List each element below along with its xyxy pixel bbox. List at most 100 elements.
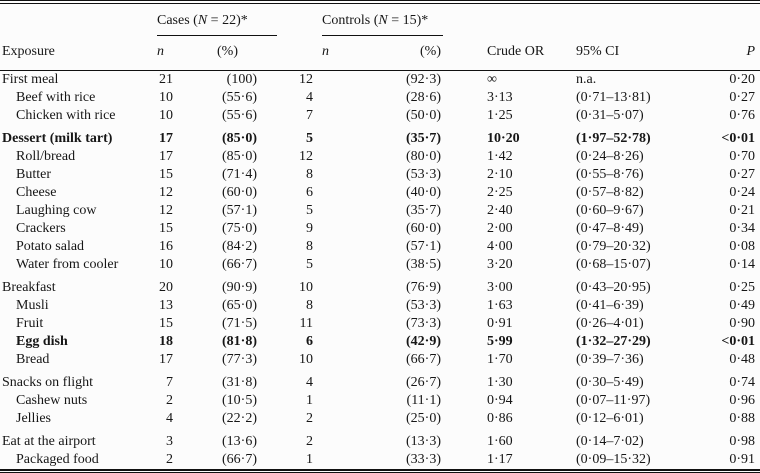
cases-n-value: 20: [159, 280, 173, 295]
p-value: 0·08: [729, 239, 755, 254]
cases-n-value: 21: [159, 72, 173, 87]
ci-range-value: (0·79–20·32): [576, 239, 651, 254]
cases-pct-value: (71·5): [222, 316, 257, 331]
group-header-spacer: [442, 2, 576, 36]
crude-or-value: 1·42: [487, 149, 513, 164]
cases-n-value: 18: [159, 334, 173, 349]
p-value: 0·74: [729, 375, 755, 390]
exposure-label: Egg dish: [16, 334, 68, 349]
col-header-cases-n: n: [157, 36, 173, 71]
p-value: <0·01: [721, 334, 755, 349]
crude-or-value: 2·00: [487, 221, 513, 236]
cases-pct-value: (85·0): [222, 131, 257, 146]
exposure-label: Eat at the airport: [2, 434, 96, 449]
cases-group-pre: Cases (: [157, 13, 198, 28]
controls-n-value: 10: [299, 280, 313, 295]
cases-n-value: 12: [159, 203, 173, 218]
p-value: 0·20: [729, 72, 755, 87]
ci-range-value: (0·39–7·36): [576, 352, 644, 367]
controls-pct-value: (38·5): [406, 257, 441, 272]
controls-n-value: 6: [306, 334, 313, 349]
exposure-label: Potato salad: [16, 239, 85, 254]
controls-pct-value: (53·3): [406, 167, 441, 182]
table-row: Packaged food 2 (66·7) 1 (33·3) 1·17 (0·09–15·…: [0, 451, 760, 472]
cases-group-nsym: N: [197, 13, 208, 28]
exposure-label: Jellies: [16, 411, 51, 426]
controls-pct-value: (92·3): [406, 72, 441, 87]
cases-pct-value: (55·6): [222, 108, 257, 123]
controls-n-value: 2: [306, 434, 313, 449]
controls-pct-value: (25·0): [406, 411, 441, 426]
crude-or-value: 0·86: [487, 411, 513, 426]
cases-n-value: 10: [159, 108, 173, 123]
crude-or-value: 1·17: [487, 452, 513, 467]
controls-n-value: 5: [306, 203, 313, 218]
table-row: Fruit 15 (71·5) 11 (73·3) 0·91 (0·26–4·01) 0·90: [0, 315, 760, 333]
table-row: Crackers 15 (75·0) 9 (60·0) 2·00 (0·47–8·49) 0·…: [0, 220, 760, 238]
exposure-label: Butter: [16, 167, 51, 182]
controls-pct-value: (13·3): [406, 434, 441, 449]
exposure-label: Roll/bread: [16, 149, 76, 164]
exposure-label: Snacks on flight: [2, 375, 93, 390]
col-header-crude-or: Crude OR: [442, 36, 576, 71]
p-value: 0·91: [729, 452, 755, 467]
cases-group-label: Cases (N = 22)*: [157, 12, 277, 36]
cases-pct-value: (55·6): [222, 90, 257, 105]
ci-range-value: (0·55–8·76): [576, 167, 644, 182]
cases-pct-value: (10·5): [222, 393, 257, 408]
controls-group-label: Controls (N = 15)*: [322, 12, 443, 36]
p-value: 0·24: [729, 185, 755, 200]
exposure-label: Beef with rice: [16, 90, 96, 105]
n-symbol: n: [322, 44, 329, 59]
cases-group-post: = 22)*: [207, 13, 248, 28]
controls-n-value: 5: [306, 257, 313, 272]
controls-n-value: 8: [306, 167, 313, 182]
group-header-row: Cases (N = 22)* Controls (N = 15)*: [0, 2, 760, 36]
controls-n-value: 12: [299, 149, 313, 164]
controls-pct-value: (53·3): [406, 298, 441, 313]
p-value: 0·21: [729, 203, 755, 218]
controls-pct-value: (50·0): [406, 108, 441, 123]
controls-n-value: 7: [306, 108, 313, 123]
ci-range-value: (1·97–52·78): [576, 131, 651, 146]
ci-range-value: (0·57–8·82): [576, 185, 644, 200]
controls-pct-value: (60·0): [406, 221, 441, 236]
p-value: 0·48: [729, 352, 755, 367]
cases-pct-value: (60·0): [222, 185, 257, 200]
cases-n-value: 3: [166, 434, 173, 449]
table-header: Cases (N = 22)* Controls (N = 15)* Expos…: [0, 2, 760, 71]
table-row: Roll/bread 17 (85·0) 12 (80·0) 1·42 (0·24–8·26…: [0, 148, 760, 166]
cases-pct-value: (65·0): [222, 298, 257, 313]
ci-range-value: (0·41–6·39): [576, 298, 644, 313]
table-body: First meal 21 (100) 12 (92·3) ∞ n.a. 0·20 Beef w…: [0, 71, 760, 472]
controls-pct-value: (73·3): [406, 316, 441, 331]
ci-range-value: (0·43–20·95): [576, 280, 651, 295]
group-header-spacer: [576, 2, 696, 36]
controls-group-post: = 15)*: [387, 13, 429, 28]
cases-pct-value: (90·9): [222, 280, 257, 295]
ci-range-value: (0·60–9·67): [576, 203, 644, 218]
crude-or-value: 10·20: [487, 131, 520, 146]
cases-n-value: 2: [166, 452, 173, 467]
table-row: Laughing cow 12 (57·1) 5 (35·7) 2·40 (0·60–9·6…: [0, 202, 760, 220]
ci-range-value: (0·71–13·81): [576, 90, 651, 105]
cases-pct-value: (22·2): [222, 411, 257, 426]
controls-pct-value: (57·1): [406, 239, 441, 254]
col-header-p-value: P: [696, 36, 760, 71]
controls-n-value: 4: [306, 90, 313, 105]
p-value: 0·76: [729, 108, 755, 123]
p-value: 0·27: [729, 167, 755, 182]
crude-or-value: 0·94: [487, 393, 513, 408]
ci-range-value: (0·14–7·02): [576, 434, 644, 449]
controls-pct-value: (11·1): [406, 393, 441, 408]
crude-or-value: 3·00: [487, 280, 513, 295]
crude-or-value: 1·60: [487, 434, 513, 449]
controls-n-value: 11: [299, 316, 313, 331]
cases-n-value: 17: [159, 149, 173, 164]
crude-or-value: 5·99: [487, 334, 513, 349]
col-header-controls-pct: (%): [313, 36, 442, 71]
ci-range-value: (0·47–8·49): [576, 221, 644, 236]
col-header-95ci: 95% CI: [576, 36, 696, 71]
p-value: 0·49: [729, 298, 755, 313]
col-header-cases-pct: (%): [173, 36, 258, 71]
